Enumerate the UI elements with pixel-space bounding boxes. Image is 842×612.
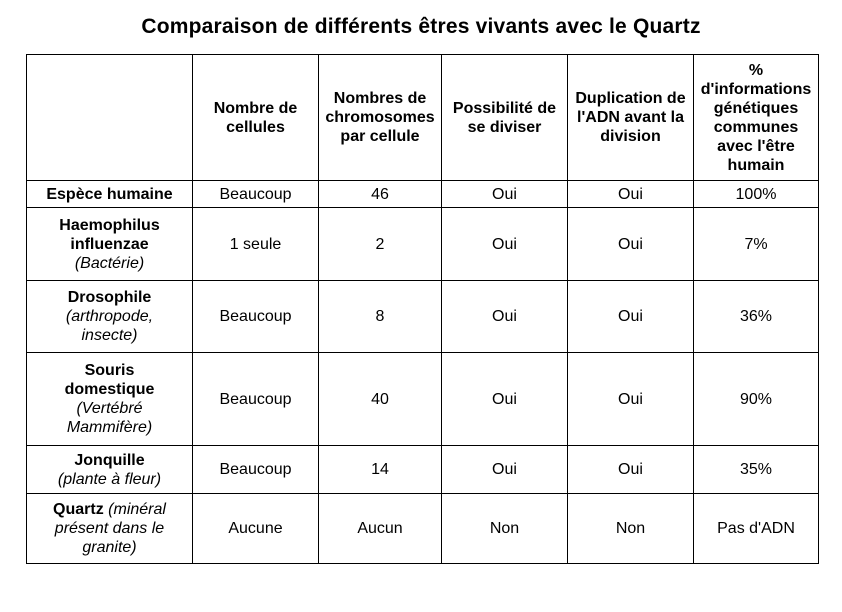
table-cell: 100%	[693, 180, 819, 208]
row-name: Quartz	[53, 501, 104, 518]
row-header: Espèce humaine	[26, 180, 193, 208]
table-row-souris: Souris domestique (Vertébré Mammifère) Be…	[26, 352, 819, 446]
table-cell: Oui	[441, 207, 568, 281]
table-cell: Oui	[567, 445, 694, 494]
page-title: Comparaison de différents êtres vivants …	[141, 15, 701, 38]
header-row: Nombre de cellules Nombres de chromosome…	[26, 54, 819, 181]
table-cell: Beaucoup	[192, 180, 319, 208]
table-row-espece-humaine: Espèce humaine Beaucoup 46 Oui Oui 100%	[26, 180, 819, 208]
row-detail: (minéral présent dans le granite)	[54, 501, 166, 556]
table-cell: 8	[318, 280, 442, 353]
corner-cell	[26, 54, 193, 181]
column-header-cells: Nombre de cellules	[192, 54, 319, 181]
table-cell: Aucune	[192, 493, 319, 564]
row-detail: (arthropode, insecte)	[65, 308, 154, 344]
row-header: Quartz (minéral présent dans le granite)	[26, 493, 193, 564]
row-header: Drosophile (arthropode, insecte)	[26, 280, 193, 353]
table-cell: Oui	[567, 352, 694, 446]
row-name: Souris domestique	[64, 362, 155, 398]
row-header: Jonquille (plante à fleur)	[26, 445, 193, 494]
row-name: Drosophile	[67, 289, 152, 306]
column-header-genetic-info: % d'informations génétiques communes ave…	[693, 54, 819, 181]
table-cell: Oui	[567, 207, 694, 281]
table-cell: Oui	[567, 180, 694, 208]
table-cell: 36%	[693, 280, 819, 353]
table-cell: 2	[318, 207, 442, 281]
table-cell: 40	[318, 352, 442, 446]
table-row-haemophilus: Haemophilus influenzae (Bactérie) 1 seule…	[26, 207, 819, 281]
table-row-quartz: Quartz (minéral présent dans le granite)…	[26, 493, 819, 564]
row-name: Jonquille	[74, 451, 145, 469]
row-header: Souris domestique (Vertébré Mammifère)	[26, 352, 193, 446]
table-cell: Aucun	[318, 493, 442, 564]
table-cell: 90%	[693, 352, 819, 446]
table-cell: 1 seule	[192, 207, 319, 281]
table-cell: 7%	[693, 207, 819, 281]
comparison-table: Nombre de cellules Nombres de chromosome…	[26, 54, 819, 564]
document-page: Comparaison de différents êtres vivants …	[0, 14, 842, 564]
table-cell: Beaucoup	[192, 280, 319, 353]
row-detail: (Vertébré Mammifère)	[66, 400, 153, 436]
row-name: Haemophilus influenzae	[59, 216, 160, 253]
table-cell: Non	[567, 493, 694, 564]
row-name: Espèce humaine	[46, 185, 173, 203]
table-cell: Beaucoup	[192, 445, 319, 494]
table-row-jonquille: Jonquille (plante à fleur) Beaucoup 14 Ou…	[26, 445, 819, 494]
table-cell: 46	[318, 180, 442, 208]
table-cell: 14	[318, 445, 442, 494]
table-row-drosophile: Drosophile (arthropode, insecte) Beaucoup…	[26, 280, 819, 353]
column-header-chromosomes: Nombres de chromosomes par cellule	[318, 54, 442, 181]
table-cell: Oui	[567, 280, 694, 353]
table-cell: Oui	[441, 180, 568, 208]
row-header: Haemophilus influenzae (Bactérie)	[26, 207, 193, 281]
column-header-division: Possibilité de se diviser	[441, 54, 568, 181]
table-cell: Oui	[441, 280, 568, 353]
table-cell: Non	[441, 493, 568, 564]
table-cell: Oui	[441, 352, 568, 446]
table-cell: Pas d'ADN	[693, 493, 819, 564]
row-detail: (plante à fleur)	[57, 470, 162, 488]
table-cell: 35%	[693, 445, 819, 494]
table-cell: Oui	[441, 445, 568, 494]
table-cell: Beaucoup	[192, 352, 319, 446]
column-header-adn-duplication: Duplication de l'ADN avant la division	[567, 54, 694, 181]
row-detail: (Bactérie)	[74, 254, 145, 272]
